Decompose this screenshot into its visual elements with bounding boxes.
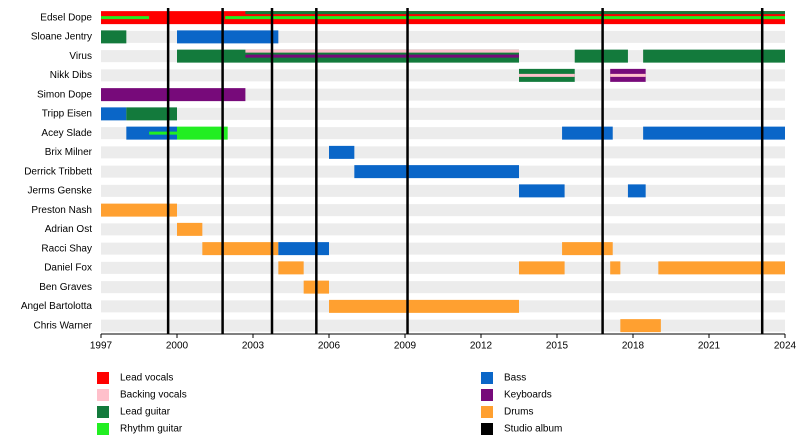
row-band: [101, 184, 785, 197]
legend-swatch: [97, 423, 109, 435]
legend-label: Backing vocals: [120, 390, 187, 401]
member-name: Edsel Dope: [40, 12, 92, 23]
x-tick-label: 2021: [698, 341, 721, 352]
row-band: [101, 319, 785, 332]
row-band: [101, 281, 785, 294]
member-bar: [101, 88, 246, 102]
legend-label: Rhythm guitar: [120, 424, 183, 435]
member-bar: [245, 49, 519, 53]
legend-label: Lead guitar: [120, 407, 171, 418]
member-bar: [620, 319, 661, 333]
row-band: [101, 223, 785, 236]
x-tick-label: 2012: [470, 341, 493, 352]
member-name: Nikk Dibs: [50, 70, 92, 81]
x-tick-label: 2009: [394, 341, 417, 352]
member-name: Brix Milner: [45, 147, 93, 158]
member-bar: [610, 261, 621, 275]
member-bar: [177, 126, 228, 140]
member-bar: [177, 222, 203, 236]
member-bar: [519, 261, 565, 275]
member-bar: [202, 242, 279, 256]
member-name: Simon Dope: [37, 89, 92, 100]
legend-label: Studio album: [504, 424, 562, 435]
row-band: [101, 146, 785, 159]
x-tick-label: 2024: [774, 341, 797, 352]
member-name: Adrian Ost: [45, 224, 92, 235]
member-bar: [562, 242, 613, 256]
legend-swatch: [481, 406, 493, 418]
member-bar: [278, 261, 304, 275]
member-bar: [101, 203, 177, 217]
member-bar: [278, 242, 329, 256]
member-bar: [329, 299, 519, 313]
legend-label: Lead vocals: [120, 373, 173, 384]
legend-label: Keyboards: [504, 390, 552, 401]
member-bar: [354, 165, 519, 179]
member-name: Derrick Tribbett: [24, 166, 92, 177]
legend-swatch: [481, 372, 493, 384]
row-band: [101, 204, 785, 217]
member-bar: [519, 184, 565, 198]
member-name: Preston Nash: [31, 205, 92, 216]
legend-swatch: [97, 389, 109, 401]
x-tick-label: 2000: [166, 341, 189, 352]
member-bar: [329, 145, 355, 159]
member-bar: [574, 49, 628, 63]
member-name: Virus: [69, 51, 92, 62]
member-name: Daniel Fox: [44, 263, 92, 274]
member-bar: [643, 49, 785, 63]
member-bar: [562, 126, 613, 140]
legend-label: Bass: [504, 373, 526, 384]
member-bar: [610, 73, 646, 77]
x-tick-label: 2006: [318, 341, 341, 352]
member-name: Jerms Genske: [28, 186, 93, 197]
legend-swatch: [97, 372, 109, 384]
legend-swatch: [481, 389, 493, 401]
member-bar: [245, 11, 785, 15]
member-bar: [225, 16, 786, 20]
member-name: Chris Warner: [33, 320, 92, 331]
legend-label: Drums: [504, 407, 533, 418]
row-band: [101, 107, 785, 120]
legend-swatch: [481, 423, 493, 435]
member-bar: [627, 184, 646, 198]
member-bar: [519, 73, 575, 77]
member-name: Angel Bartolotta: [21, 301, 93, 312]
member-bar: [101, 30, 127, 44]
member-name: Sloane Jentry: [31, 32, 92, 43]
member-name: Acey Slade: [41, 128, 92, 139]
x-tick-label: 1997: [90, 341, 113, 352]
x-tick-label: 2003: [242, 341, 265, 352]
x-tick-label: 2018: [622, 341, 645, 352]
member-bar: [643, 126, 785, 140]
member-bar: [245, 54, 519, 58]
member-bar: [177, 30, 279, 44]
member-name: Ben Graves: [39, 282, 92, 293]
legend-swatch: [97, 406, 109, 418]
row-band: [101, 69, 785, 82]
member-bar: [126, 107, 177, 121]
member-bar: [101, 16, 150, 20]
member-bar: [101, 107, 127, 121]
member-bar: [658, 261, 785, 275]
member-name: Tripp Eisen: [42, 109, 92, 120]
member-bar: [149, 131, 177, 135]
member-name: Racci Shay: [41, 243, 92, 254]
x-tick-label: 2015: [546, 341, 569, 352]
